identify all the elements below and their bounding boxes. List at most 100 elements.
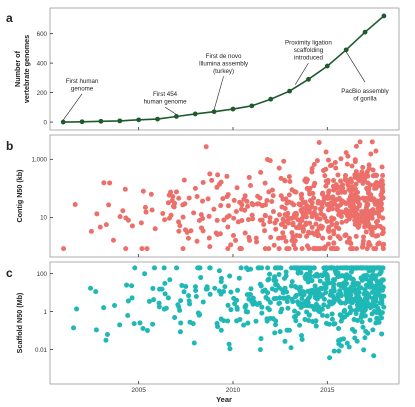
assembly-point — [149, 207, 155, 213]
annotation-label: of gorilla — [353, 96, 377, 103]
assembly-point — [268, 234, 274, 240]
assembly-point — [231, 215, 237, 221]
assembly-point — [198, 212, 204, 218]
assembly-point — [284, 200, 290, 206]
assembly-point — [245, 267, 251, 273]
assembly-point — [200, 228, 206, 234]
annotation-label: First 454 — [153, 91, 178, 98]
assembly-point — [363, 229, 369, 235]
assembly-point — [279, 306, 285, 312]
annotation-label: First human — [66, 78, 99, 85]
assembly-point — [325, 157, 331, 163]
assembly-point — [344, 265, 350, 271]
assembly-point — [293, 313, 299, 319]
y-tick-label: 0 — [44, 119, 48, 126]
assembly-point — [161, 265, 167, 271]
assembly-point — [372, 297, 378, 303]
annotation-label: (turkey) — [213, 68, 234, 75]
assembly-point — [299, 246, 305, 252]
assembly-point — [74, 306, 80, 312]
assembly-point — [103, 337, 109, 343]
assembly-point — [321, 296, 327, 302]
assembly-point — [318, 206, 324, 212]
assembly-point — [375, 241, 381, 247]
assembly-point — [123, 246, 129, 252]
assembly-point — [194, 238, 200, 244]
assembly-point — [88, 285, 94, 291]
panel-a-y-axis-label-line2: vertebrate genomes — [22, 35, 31, 103]
assembly-point — [317, 293, 323, 299]
assembly-point — [347, 304, 353, 310]
assembly-point — [125, 298, 131, 304]
assembly-point — [104, 331, 110, 337]
assembly-point — [273, 226, 279, 232]
assembly-point — [355, 265, 361, 271]
assembly-point — [180, 214, 186, 220]
assembly-point — [380, 182, 386, 188]
assembly-point — [306, 312, 312, 318]
assembly-point — [303, 220, 309, 226]
x-axis-ticks: 2005 2010 2015 — [131, 127, 335, 394]
assembly-point — [177, 223, 183, 229]
assembly-point — [331, 240, 337, 246]
assembly-point — [160, 211, 166, 217]
assembly-point — [328, 200, 334, 206]
assembly-point — [331, 288, 337, 294]
assembly-point — [264, 197, 270, 203]
assembly-point — [316, 232, 322, 238]
assembly-point — [255, 193, 261, 199]
assembly-point — [329, 301, 335, 307]
assembly-point — [321, 265, 327, 271]
assembly-point — [364, 290, 370, 296]
assembly-point — [274, 265, 280, 271]
assembly-point — [283, 238, 289, 244]
assembly-point — [380, 242, 386, 248]
assembly-point — [253, 235, 259, 241]
assembly-point — [250, 301, 256, 307]
assembly-point — [206, 235, 212, 241]
assembly-point — [331, 348, 337, 354]
assembly-point — [380, 195, 386, 201]
assembly-point — [379, 294, 385, 300]
assembly-point — [233, 208, 239, 214]
assembly-point — [307, 185, 313, 191]
assembly-point — [335, 292, 341, 298]
assembly-point — [338, 337, 344, 343]
assembly-point — [293, 189, 299, 195]
annotation-leader — [213, 76, 224, 110]
assembly-point — [247, 182, 253, 188]
assembly-point — [306, 317, 312, 323]
genome-count-point — [249, 103, 255, 109]
y-tick-label: 0.01 — [35, 347, 48, 354]
assembly-point — [192, 284, 198, 290]
assembly-point — [364, 207, 370, 213]
assembly-point — [306, 246, 312, 252]
assembly-point — [354, 302, 360, 308]
assembly-point — [288, 265, 294, 271]
assembly-point — [349, 179, 355, 185]
assembly-point — [261, 222, 267, 228]
assembly-point — [357, 305, 363, 311]
annotation-label: genome — [71, 85, 94, 92]
assembly-point — [364, 202, 370, 208]
assembly-point — [371, 246, 377, 252]
assembly-point — [326, 227, 332, 233]
assembly-point — [327, 235, 333, 241]
assembly-point — [325, 193, 331, 199]
assembly-point — [267, 271, 273, 277]
assembly-point — [326, 321, 332, 327]
assembly-point — [312, 304, 318, 310]
assembly-point — [277, 212, 283, 218]
assembly-point — [370, 272, 376, 278]
assembly-point — [349, 184, 355, 190]
assembly-point — [317, 199, 323, 205]
assembly-point — [285, 294, 291, 300]
panel-a-frame — [49, 7, 400, 131]
assembly-point — [369, 139, 375, 145]
assembly-point — [225, 203, 231, 209]
assembly-point — [318, 223, 324, 229]
assembly-point — [329, 316, 335, 322]
assembly-point — [234, 318, 240, 324]
assembly-point — [277, 329, 283, 335]
